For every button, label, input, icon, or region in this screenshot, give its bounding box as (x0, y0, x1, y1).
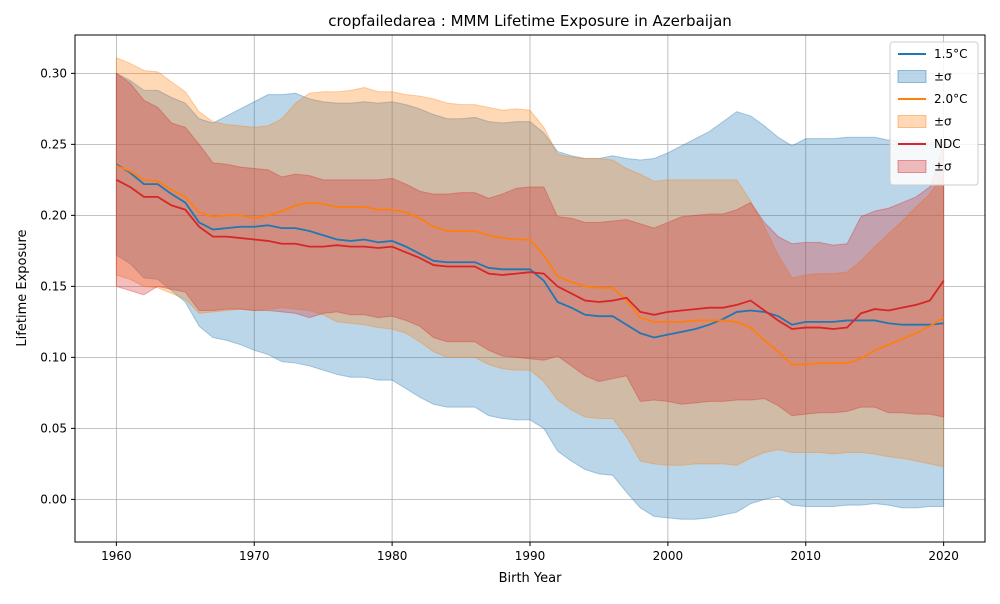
band-20C (115, 56, 945, 468)
y-tick-label: 0.00 (40, 492, 67, 506)
x-tick-label: 1970 (239, 549, 270, 563)
x-axis-ticks: 1960 1970 1980 1990 2000 2010 2020 (101, 542, 959, 563)
legend-box (889, 41, 979, 186)
y-tick-label: 0.10 (40, 350, 67, 364)
line-15C (115, 163, 944, 339)
x-tick-label: 1980 (377, 549, 408, 563)
legend-band-swatch (897, 115, 927, 128)
y-axis-label: Lifetime Exposure (15, 229, 30, 346)
series-lines (115, 163, 945, 366)
line-20C (116, 164, 945, 366)
band-NDC (115, 72, 945, 418)
legend: 1.5°C ±σ 2.0°C ±σ NDC ±σ (889, 41, 979, 186)
x-tick-label: 1990 (515, 549, 546, 563)
y-tick-label: 0.05 (40, 421, 67, 435)
x-tick-label: 1960 (101, 549, 132, 563)
y-tick-label: 0.15 (40, 279, 67, 293)
y-tick-label: 0.20 (40, 208, 67, 222)
x-axis-label: Birth Year (499, 571, 563, 586)
legend-band-swatch (897, 160, 927, 173)
legend-label: NDC (934, 137, 961, 151)
band-15C (115, 72, 945, 520)
x-tick-label: 2000 (653, 549, 684, 563)
legend-label: 1.5°C (934, 47, 967, 61)
y-axis-ticks: 0.00 0.05 0.10 0.15 0.20 0.25 0.30 (40, 66, 75, 506)
legend-band-label: ±σ (934, 160, 952, 174)
legend-band-swatch (897, 70, 927, 83)
legend-band-label: ±σ (934, 115, 952, 129)
y-tick-label: 0.25 (40, 137, 67, 151)
chart-title: cropfailedarea : MMM Lifetime Exposure i… (328, 12, 732, 30)
x-tick-label: 2010 (790, 549, 821, 563)
std-bands (115, 56, 945, 520)
legend-label: 2.0°C (934, 92, 967, 106)
legend-band-label: ±σ (934, 70, 952, 84)
line-NDC (115, 179, 945, 330)
x-tick-label: 2020 (928, 549, 959, 563)
y-tick-label: 0.30 (40, 66, 67, 80)
